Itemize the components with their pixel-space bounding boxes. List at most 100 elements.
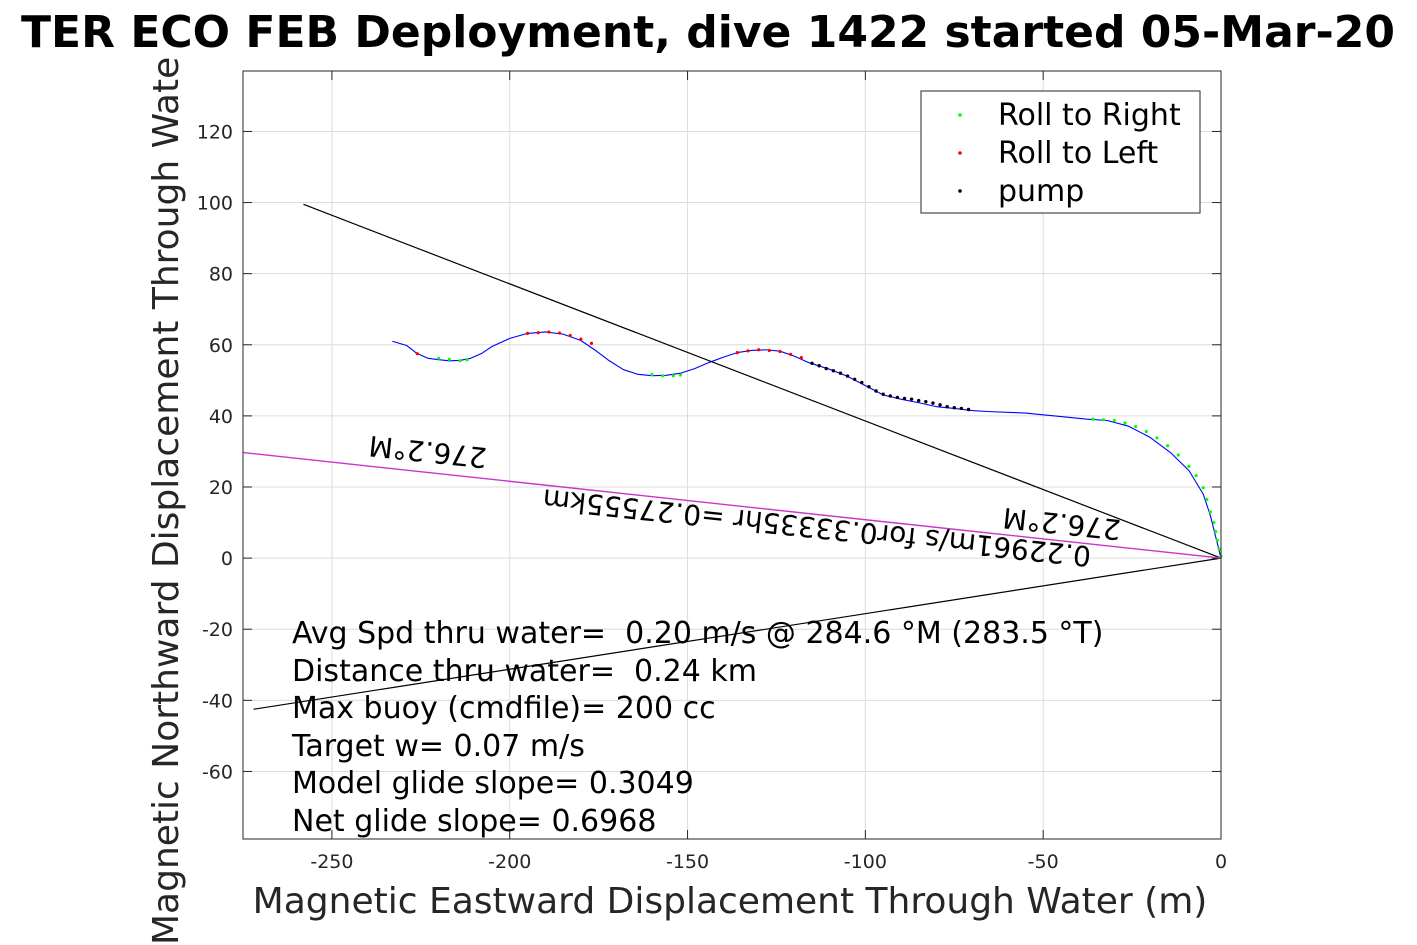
pump-point [852,377,857,381]
stat-line: Max buoy (cmdfile)= 200 cc [292,691,716,726]
x-tick-label: -200 [488,851,531,873]
legend-label-pump: pump [998,174,1084,209]
roll-left-point [415,352,419,356]
legend-label-roll-right: Roll to Right [998,98,1181,133]
roll-left-point [735,351,739,355]
roll-right-point [1205,497,1209,502]
pump-point [867,385,871,389]
line-upper [303,203,1222,559]
stat-line: Target w= 0.07 m/s [291,729,585,764]
stat-line: Distance thru water= 0.24 km [292,654,757,689]
roll-left-point [568,333,572,338]
pump-point [966,407,971,412]
roll-right-point [1176,453,1180,457]
pump-point [938,403,942,407]
roll-left-point [525,331,530,335]
pump-point [817,364,821,368]
roll-right-point [1212,520,1216,525]
roll-right-point [1155,436,1159,440]
line-heading [242,451,1222,559]
legend-label-roll-left: Roll to Left [998,136,1158,171]
y-tick-label: 60 [209,335,233,357]
pump-point [831,369,836,373]
roll-right-point [1194,474,1198,478]
roll-left-point [757,348,761,352]
roll-right-point [458,359,462,363]
axis-ticks: -250 -200 -150 -100 -50 0-60-40-2002040608010… [197,71,1227,873]
chart-title: TER ECO FEB Deployment, dive 1422 starte… [21,7,1395,58]
pump-point [924,399,928,404]
legend-box [920,90,1201,214]
roll-right-point [661,374,665,378]
roll-left-point [589,341,594,345]
y-tick-label: 0 [221,548,233,570]
pump-point [845,374,850,378]
roll-right-point [1144,429,1148,434]
y-tick-label: 80 [209,264,233,286]
legend-marker-roll-right [958,113,962,117]
x-tick-label: -250 [310,851,353,873]
roll-left-point [767,348,771,353]
plot-frame [242,70,1222,840]
roll-right-point [1112,418,1116,423]
pump-point [895,395,900,400]
pump-point [860,380,864,385]
pump-point [902,396,907,401]
roll-right-point [1217,547,1221,551]
legend: Roll to Right Roll to Left pump [920,90,1201,214]
roll-right-point [1091,417,1095,421]
stat-line: Model glide slope= 0.3049 [292,766,694,801]
pump-point [881,392,885,396]
x-tick-label: -150 [666,851,709,873]
roll-right-point [671,374,675,378]
pump-point [838,371,843,375]
stat-line: Net glide slope= 0.6968 [292,804,656,839]
pump-point [810,361,814,365]
roll-left-point [547,330,551,334]
roll-right-point [437,356,441,360]
roll-right-point [1166,444,1170,448]
pump-point [824,366,828,371]
pump-point [909,397,914,401]
x-axis-label: Magnetic Eastward Displacement Through W… [253,881,1208,922]
y-tick-label: -20 [202,619,233,641]
roll-left-point [799,355,803,360]
roll-left-point [536,331,540,335]
y-axis-label: Magnetic Northward Displacement Through … [146,57,187,945]
pump-point [945,404,949,409]
pump-point [917,398,921,403]
roll-right-point [678,373,683,377]
line-lower [253,557,1222,710]
legend-marker-roll-left [958,151,962,155]
x-tick-label: -100 [844,851,887,873]
roll-right-point [1201,486,1205,490]
roll-left-point [579,337,583,341]
roll-right-point [1215,538,1220,542]
roll-markers [415,330,1223,558]
roll-left-point [789,352,793,356]
stats-block: Avg Spd thru water= 0.20 m/s @ 284.6 °M … [291,616,1103,839]
roll-right-point [1187,464,1191,468]
stat-line: Avg Spd thru water= 0.20 m/s @ 284.6 °M … [292,616,1103,651]
reference-lines [242,203,1222,710]
y-tick-label: 20 [209,477,233,499]
pump-point [888,394,892,398]
roll-right-point [1214,529,1218,534]
pump-point [931,401,935,405]
roll-right-point [1134,424,1138,429]
roll-right-point [1123,421,1127,425]
roll-right-point [447,357,451,361]
roll-left-point [557,331,562,335]
y-tick-label: -60 [202,761,233,783]
legend-marker-pump [958,189,962,193]
roll-left-point [778,349,782,354]
x-tick-label: -50 [1028,851,1059,873]
roll-right-point [465,358,469,362]
y-tick-label: 100 [197,193,233,215]
y-tick-label: 120 [197,121,233,143]
y-tick-label: 40 [209,406,233,428]
roll-right-point [1102,418,1106,422]
x-tick-label: 0 [1215,851,1227,873]
pump-point [952,406,956,410]
